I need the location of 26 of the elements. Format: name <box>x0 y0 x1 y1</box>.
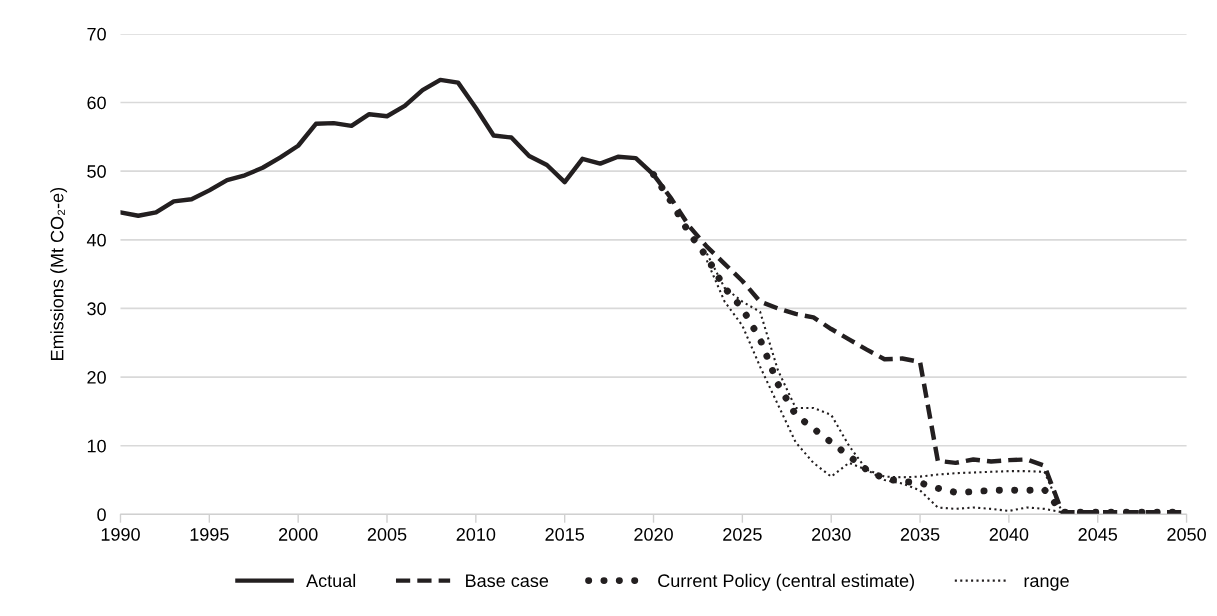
x-tick-label: 2000 <box>278 528 318 541</box>
x-tick-label: 2030 <box>812 528 851 541</box>
y-tick-label: 0 <box>97 508 106 522</box>
x-tick-label: 2050 <box>1167 528 1206 541</box>
legend-label: Current Policy (central estimate) <box>658 573 914 591</box>
x-tick-label: 1990 <box>101 528 140 541</box>
x-tick-label: 2040 <box>989 528 1029 541</box>
x-tick-label: 2045 <box>1078 528 1118 541</box>
x-tick-label: 2015 <box>545 528 585 541</box>
y-tick-label: 10 <box>87 439 106 453</box>
legend-label: Base case <box>466 574 549 588</box>
y-tick-label: 60 <box>87 96 106 110</box>
y-axis-title: Emissions (Mt CO₂-e) <box>50 187 68 360</box>
x-tick-label: 2025 <box>723 528 762 541</box>
y-tick-label: 40 <box>86 233 106 247</box>
x-tick-label: 2005 <box>367 528 407 541</box>
y-tick-label: 50 <box>87 165 106 178</box>
x-tick-label: 1995 <box>190 528 229 541</box>
legend-label: Actual <box>306 573 356 588</box>
y-tick-label: 20 <box>87 371 106 384</box>
y-tick-label: 30 <box>87 302 106 316</box>
legend-label: range <box>1024 577 1069 591</box>
x-tick-label: 2035 <box>900 528 940 541</box>
y-tick-label: 70 <box>87 27 106 41</box>
x-tick-label: 2010 <box>456 528 496 541</box>
x-tick-label: 2020 <box>634 528 673 541</box>
